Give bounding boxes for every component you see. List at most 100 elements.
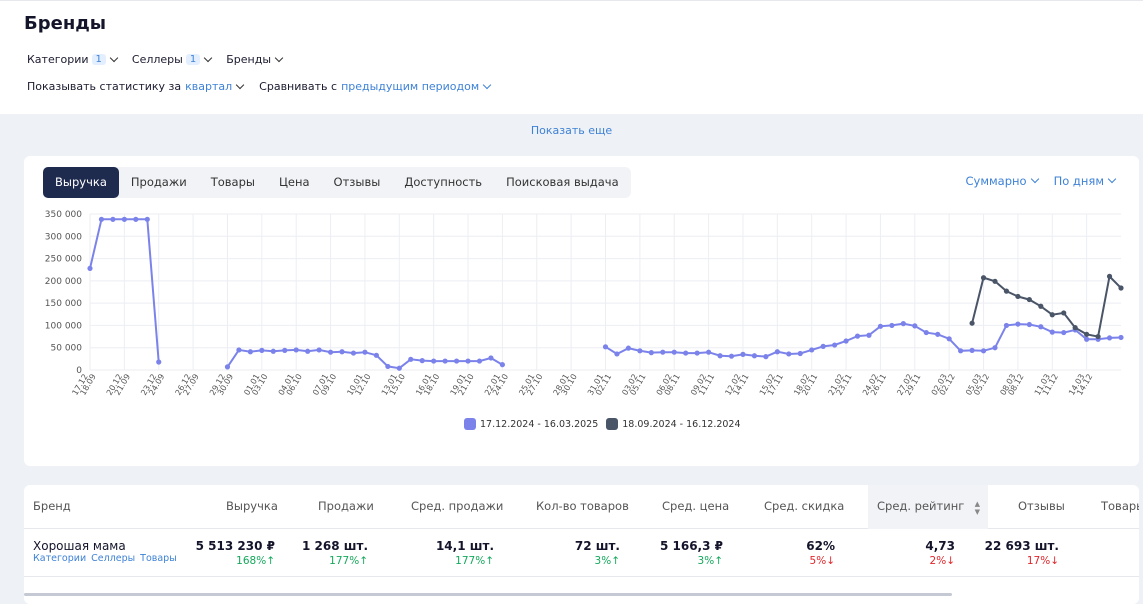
data-point: [728, 353, 735, 359]
y-tick-label: 100 000: [45, 321, 82, 331]
data-point: [1038, 324, 1044, 330]
data-point: [1003, 288, 1010, 294]
data-point: [992, 345, 998, 351]
legend-item-current[interactable]: 17.12.2024 - 16.03.2025: [464, 418, 598, 430]
sort-icon: ▲ ▼: [974, 500, 980, 516]
filter-label: Категории: [27, 53, 89, 66]
data-point: [1106, 335, 1113, 341]
y-tick-label: 0: [76, 366, 82, 376]
granularity-label: По дням: [1053, 174, 1104, 188]
arrow-down-icon: ↓: [1050, 555, 1059, 567]
horizontal-scrollbar[interactable]: [24, 593, 952, 596]
data-point: [259, 347, 265, 353]
filter-categories[interactable]: Категории 1: [27, 53, 119, 66]
chevron-down-icon: [274, 53, 284, 62]
brand-link-categories[interactable]: Категории: [33, 553, 87, 564]
column-header-brand[interactable]: Бренд: [33, 499, 71, 513]
data-point: [362, 349, 368, 355]
legend-label: 18.09.2024 - 16.12.2024: [622, 418, 741, 430]
cell-avg-discount: 62% 5%↓: [806, 539, 835, 567]
data-point: [373, 352, 379, 358]
column-header-revenue[interactable]: Выручка: [226, 499, 278, 513]
stats-period-selector[interactable]: Показывать статистику за квартал: [27, 80, 245, 93]
y-tick-label: 200 000: [45, 277, 82, 287]
data-point: [465, 358, 471, 364]
chart-legend: 17.12.2024 - 16.03.2025 18.09.2024 - 16.…: [464, 418, 749, 430]
brand-link-products[interactable]: Товары: [140, 553, 177, 564]
arrow-up-icon: ↑: [611, 555, 620, 567]
compare-selector[interactable]: Сравнивать с предыдущим периодом: [259, 80, 492, 93]
granularity-dropdown[interactable]: По дням: [1053, 174, 1117, 188]
cell-delta: 17%↓: [1026, 555, 1059, 567]
chevron-down-icon: [482, 80, 492, 89]
compare-value[interactable]: предыдущим периодом: [341, 80, 480, 93]
column-header-reviews[interactable]: Отзывы: [1018, 499, 1065, 513]
brand-name[interactable]: Хорошая мама: [33, 539, 126, 553]
tab-sales[interactable]: Продажи: [130, 175, 187, 189]
column-header-products[interactable]: Товары: [1101, 499, 1139, 513]
show-more-link[interactable]: Показать еще: [530, 124, 613, 137]
tab-revenue[interactable]: Выручка: [43, 167, 119, 198]
column-header-avg-rating[interactable]: Сред. рейтинг ▲ ▼: [868, 485, 988, 529]
metric-tabs: Выручка Продажи Товары Цена Отзывы Досту…: [43, 167, 631, 198]
aggregation-dropdown[interactable]: Суммарно: [965, 174, 1039, 188]
aggregation-label: Суммарно: [965, 174, 1027, 188]
chevron-down-icon: [203, 53, 213, 62]
data-point: [121, 216, 127, 222]
column-header-avg-price[interactable]: Сред. цена: [662, 499, 730, 513]
data-point: [637, 348, 643, 354]
compare-prefix: Сравнивать с: [259, 80, 338, 93]
tab-products[interactable]: Товары: [210, 175, 255, 189]
series-line: [971, 274, 1122, 338]
data-point: [912, 323, 918, 329]
data-point: [980, 348, 987, 354]
data-point: [247, 349, 253, 355]
data-point: [408, 356, 414, 362]
column-header-sales[interactable]: Продажи: [318, 499, 374, 513]
data-point: [889, 322, 895, 329]
data-point: [1106, 273, 1113, 279]
arrow-up-icon: ↑: [266, 555, 275, 567]
data-point: [476, 358, 483, 364]
tab-availability[interactable]: Доступность: [404, 175, 483, 189]
tab-reviews[interactable]: Отзывы: [333, 175, 381, 189]
data-point: [1038, 303, 1044, 309]
data-point: [499, 362, 505, 368]
cell-value: 14,1 шт.: [435, 539, 494, 553]
cell-value: 5 513 230 ₽: [195, 539, 275, 553]
data-point: [854, 333, 861, 339]
data-point: [431, 358, 437, 364]
column-header-product-count[interactable]: Кол-во товаров: [536, 499, 629, 513]
data-point: [1118, 285, 1124, 291]
data-point: [1061, 329, 1067, 336]
tab-search-results[interactable]: Поисковая выдача: [506, 175, 619, 189]
cell-value: 62%: [806, 539, 835, 553]
data-point: [316, 347, 322, 353]
legend-item-previous[interactable]: 18.09.2024 - 16.12.2024: [606, 418, 741, 430]
chart-controls: Суммарно По дням: [950, 174, 1117, 188]
page-header: Бренды Категории 1 Селлеры 1 Бренды Пока…: [0, 0, 1143, 114]
data-point: [602, 344, 609, 350]
page-title: Бренды: [24, 13, 107, 34]
data-point: [820, 343, 826, 349]
column-header-avg-discount[interactable]: Сред. скидка: [764, 499, 845, 513]
brand-link-sellers[interactable]: Селлеры: [91, 553, 136, 564]
data-point: [1026, 321, 1032, 328]
column-header-avg-sales[interactable]: Сред. продажи: [411, 499, 504, 513]
data-point: [877, 323, 884, 329]
data-point: [683, 350, 689, 356]
cell-value: 5 166,3 ₽: [659, 539, 723, 553]
data-point: [980, 275, 987, 281]
chart-card: 350 000 300 000 250 000 200 000 150 000 100 0…: [24, 156, 1139, 466]
data-point: [946, 336, 952, 342]
data-point: [900, 321, 906, 327]
tab-price[interactable]: Цена: [278, 175, 310, 189]
filter-sellers[interactable]: Селлеры 1: [131, 53, 213, 66]
cell-delta: 177%↑: [455, 555, 494, 567]
filter-label: Бренды: [226, 53, 271, 66]
data-point: [110, 216, 116, 222]
filter-label: Селлеры: [131, 53, 183, 66]
stats-period-value[interactable]: квартал: [185, 80, 233, 93]
filter-brands[interactable]: Бренды: [226, 53, 284, 66]
data-point: [706, 349, 712, 355]
